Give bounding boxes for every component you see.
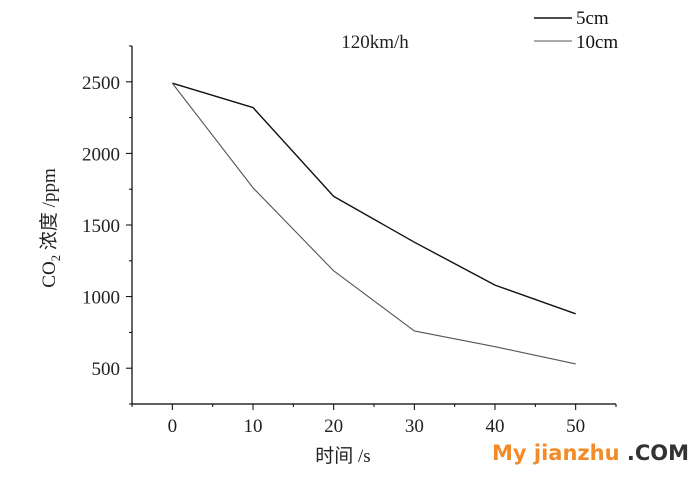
chart-title: 120km/h	[341, 32, 409, 53]
x-tick-label: 30	[405, 416, 424, 437]
y-tick-label: 2000	[82, 144, 120, 165]
x-tick-label: 20	[324, 416, 343, 437]
x-axis-title: 时间 /s	[315, 445, 370, 467]
x-tick-label: 10	[244, 416, 263, 437]
x-tick-label: 0	[168, 416, 178, 437]
y-axis-title: CO2 浓度 /ppm	[38, 168, 63, 288]
y-tick-label: 1500	[82, 216, 120, 237]
watermark-part2: .COM	[619, 441, 688, 465]
x-tick-label: 40	[486, 416, 505, 437]
legend: 5cm 10cm	[534, 8, 618, 53]
y-ticks: 500 1000 1500 2000 2500	[82, 45, 132, 405]
y-tick-label: 2500	[82, 73, 120, 94]
watermark: My jianzhu .COM	[492, 441, 688, 465]
series-line-5cm	[172, 82, 576, 315]
y-tick-label: 1000	[82, 288, 120, 309]
legend-label-10cm: 10cm	[576, 32, 618, 53]
y-axis-title-rest: 浓度 /ppm	[38, 168, 60, 255]
y-axis-title-subscript: 2	[48, 255, 63, 262]
y-tick-label: 500	[92, 359, 121, 380]
legend-label-5cm: 5cm	[576, 8, 609, 29]
watermark-part1: My jianzhu	[492, 441, 620, 465]
x-ticks: 0 10 20 30 40 50	[131, 404, 617, 437]
series-group	[171, 82, 576, 365]
series-line-10cm	[171, 82, 576, 365]
y-axis-title-main: CO	[39, 261, 60, 287]
x-tick-label: 50	[566, 416, 585, 437]
